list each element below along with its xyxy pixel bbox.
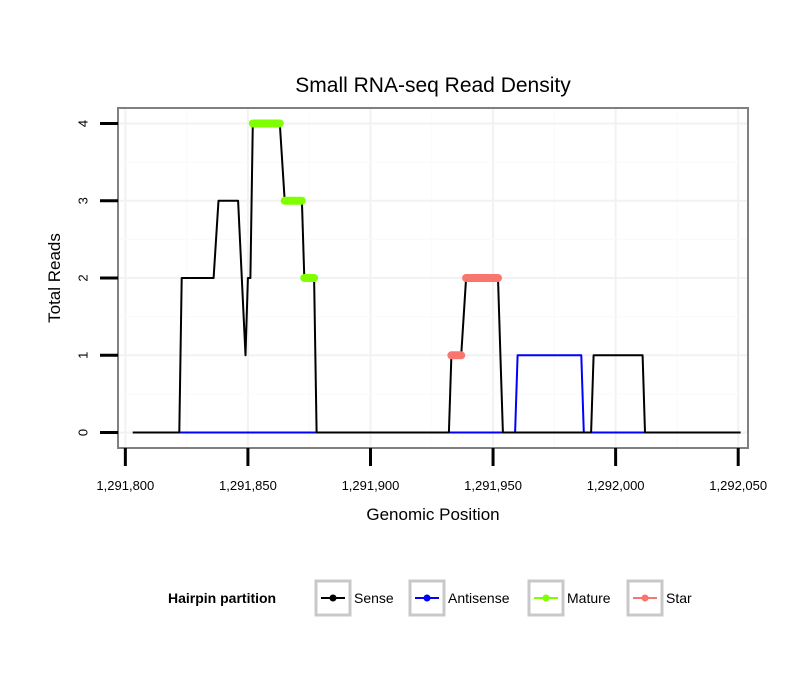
y-tick-label-1: 1 <box>75 352 90 359</box>
y-tick-label-3: 3 <box>75 197 90 204</box>
legend-key-dot-mature <box>542 594 550 602</box>
legend-key-dot-antisense <box>423 594 431 602</box>
y-tick-label-0: 0 <box>75 429 90 436</box>
x-axis-title: Genomic Position <box>366 505 499 524</box>
y-axis-title: Total Reads <box>45 233 64 323</box>
x-tick-label-1: 1,291,850 <box>219 478 277 493</box>
series-layer <box>132 119 741 434</box>
legend-title: Hairpin partition <box>168 590 276 606</box>
x-tick-label-4: 1,292,000 <box>587 478 645 493</box>
legend-key-dot-star <box>641 594 649 602</box>
antisense-line <box>179 354 645 434</box>
legend-label-antisense: Antisense <box>448 590 510 606</box>
x-tick-label-5: 1,292,050 <box>709 478 767 493</box>
chart-title: Small RNA-seq Read Density <box>295 74 571 97</box>
x-tick-label-0: 1,291,800 <box>96 478 154 493</box>
y-tick-label-2: 2 <box>75 274 90 281</box>
legend-key-dot-sense <box>329 594 337 602</box>
legend: Hairpin partition Sense Antisense Mature St… <box>168 579 692 617</box>
x-tick-label-3: 1,291,950 <box>464 478 522 493</box>
legend-label-mature: Mature <box>567 590 611 606</box>
x-tick-label-2: 1,291,900 <box>342 478 400 493</box>
axes: 1,291,800 1,291,850 1,291,900 1,291,950 1,29… <box>75 120 767 493</box>
legend-label-sense: Sense <box>354 590 394 606</box>
legend-label-star: Star <box>666 590 692 606</box>
y-tick-label-4: 4 <box>75 120 90 127</box>
